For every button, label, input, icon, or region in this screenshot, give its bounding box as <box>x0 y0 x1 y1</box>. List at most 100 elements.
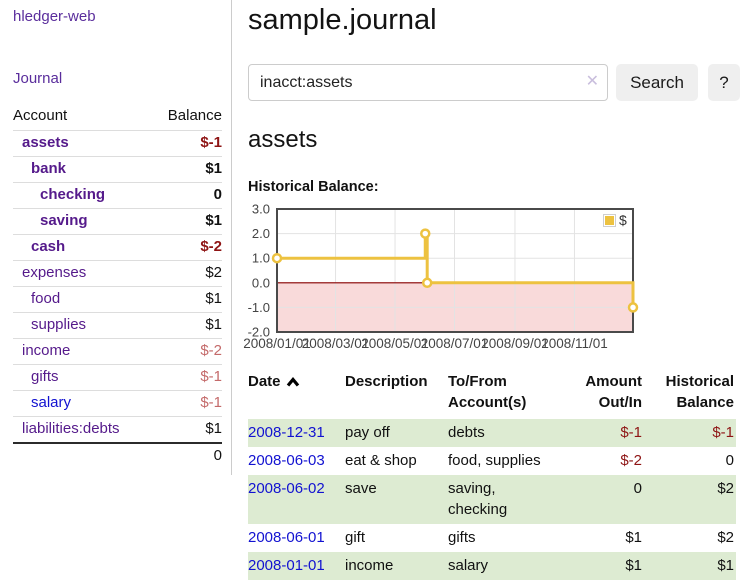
sort-ascending-icon <box>286 372 300 393</box>
search-input[interactable] <box>248 64 608 101</box>
sidebar-item-journal[interactable]: Journal <box>13 70 63 87</box>
svg-text:2008/07/01: 2008/07/01 <box>421 336 489 351</box>
account-balance: 0 <box>213 186 222 203</box>
chart-legend: $ <box>603 212 627 228</box>
sidebar-account-row: saving $1 <box>13 208 222 234</box>
sidebar: hledger-web Journal Account Balance asse… <box>0 0 232 475</box>
clear-search-icon[interactable]: ✕ <box>585 73 599 90</box>
account-balance: $-2 <box>200 238 222 255</box>
register-row: 2008-12-31 pay off debts $-1 $-1 <box>248 419 736 447</box>
main-content: sample.journal ✕ Search ? assets Histori… <box>243 0 742 580</box>
svg-text:1.0: 1.0 <box>252 251 270 266</box>
date-header-label: Date <box>248 373 281 390</box>
date-cell: 2008-06-01 <box>248 524 345 552</box>
amount-cell: $-2 <box>620 452 642 469</box>
date-column-header[interactable]: Date <box>248 369 345 419</box>
amount-column-header: Amount Out/In <box>585 373 642 411</box>
search-button[interactable]: Search <box>616 64 698 101</box>
date-cell: 2008-06-02 <box>248 475 345 524</box>
accounts-cell: salary <box>448 557 489 574</box>
svg-text:2008/01/01: 2008/01/01 <box>243 336 311 351</box>
account-total-row: 0 <box>13 442 222 469</box>
balance-cell: $-1 <box>712 424 734 441</box>
account-balance: $-1 <box>200 368 222 385</box>
register-row: 2008-06-03 eat & shop food, supplies $-2 0 <box>248 447 736 475</box>
account-rows: assets $-1 bank $1 checking 0 saving $1 cash $-2 e… <box>13 130 222 442</box>
account-balance: $1 <box>205 212 222 229</box>
account-column-header: Account <box>13 107 68 124</box>
account-balance: $1 <box>205 160 222 177</box>
balance-cell: 0 <box>725 452 734 469</box>
svg-text:2008/03/01: 2008/03/01 <box>302 336 370 351</box>
sidebar-item-income[interactable]: income <box>22 342 71 359</box>
account-balance: $-2 <box>200 342 222 359</box>
balance-cell: $2 <box>717 529 734 546</box>
sidebar-account-row: expenses $2 <box>13 260 222 286</box>
register-row: 2008-06-01 gift gifts $1 $2 <box>248 524 736 552</box>
date-cell: 2008-12-31 <box>248 419 345 447</box>
account-balance: $2 <box>205 264 222 281</box>
sidebar-item-liabilities-debts[interactable]: liabilities:debts <box>22 420 120 437</box>
sidebar-item-food[interactable]: food <box>31 290 61 307</box>
svg-text:2008/11/01: 2008/11/01 <box>541 336 608 351</box>
search-box: ✕ <box>248 64 608 101</box>
sidebar-account-row: cash $-2 <box>13 234 222 260</box>
sidebar-account-row: bank $1 <box>13 156 222 182</box>
transaction-date-link[interactable]: 2008-06-03 <box>248 452 325 469</box>
account-balance: $1 <box>205 420 222 437</box>
accounts-column-header: To/From Account(s) <box>448 373 527 411</box>
sidebar-account-row: supplies $1 <box>13 312 222 338</box>
account-balance-table: Account Balance assets $-1 bank $1 checking 0… <box>13 104 222 469</box>
account-balance: $-1 <box>200 394 222 411</box>
page-title: sample.journal <box>248 4 437 36</box>
balance-cell: $2 <box>717 480 734 497</box>
sidebar-item-checking[interactable]: checking <box>40 186 106 203</box>
sidebar-account-row: income $-2 <box>13 338 222 364</box>
svg-text:-2.0: -2.0 <box>248 325 270 340</box>
accounts-cell: gifts <box>448 529 476 546</box>
register-row: 2008-01-01 income salary $1 $1 <box>248 552 736 580</box>
sidebar-account-row: assets $-1 <box>13 130 222 156</box>
sidebar-account-row: gifts $-1 <box>13 364 222 390</box>
brand: hledger-web <box>13 8 222 26</box>
transaction-date-link[interactable]: 2008-06-02 <box>248 480 325 497</box>
sidebar-item-assets[interactable]: assets <box>22 134 69 151</box>
svg-text:0.0: 0.0 <box>252 275 270 290</box>
total-balance: 0 <box>213 447 222 464</box>
sidebar-item-cash[interactable]: cash <box>31 238 66 255</box>
description-cell: income <box>345 557 394 574</box>
register-header-row: Date Description To/From Account(s) Amou… <box>248 369 736 419</box>
accounts-cell: debts <box>448 424 485 441</box>
date-cell: 2008-01-01 <box>248 552 345 580</box>
brand-link[interactable]: hledger-web <box>13 8 96 25</box>
search-form: ✕ Search ? <box>248 64 742 101</box>
account-balance: $-1 <box>200 134 222 151</box>
chart-title: Historical Balance: <box>248 179 379 195</box>
sidebar-account-row: liabilities:debts $1 <box>13 416 222 442</box>
sidebar-item-saving[interactable]: saving <box>40 212 88 229</box>
series-swatch-icon <box>603 213 616 227</box>
accounts-cell: saving, checking <box>448 480 508 518</box>
description-column-header: Description <box>345 373 428 390</box>
help-button[interactable]: ? <box>708 64 740 101</box>
sidebar-item-gifts[interactable]: gifts <box>31 368 59 385</box>
sidebar-item-expenses[interactable]: expenses <box>22 264 87 281</box>
account-heading: assets <box>248 126 318 153</box>
svg-text:2.0: 2.0 <box>252 226 270 241</box>
sidebar-account-row: checking 0 <box>13 182 222 208</box>
balance-column-header-register: Historical Balance <box>665 373 734 411</box>
transaction-date-link[interactable]: 2008-01-01 <box>248 557 325 574</box>
transaction-date-link[interactable]: 2008-12-31 <box>248 424 325 441</box>
sidebar-item-salary[interactable]: salary <box>31 394 72 411</box>
chart-container: 3.0 2.0 1.0 0.0 -1.0 -2.0 2008/01/01 2008/03/01… <box>243 203 742 355</box>
sidebar-item-bank[interactable]: bank <box>31 160 67 177</box>
date-cell: 2008-06-03 <box>248 447 345 475</box>
sidebar-nav: Journal <box>13 70 222 88</box>
account-table-header: Account Balance <box>13 104 222 130</box>
historical-balance-chart[interactable]: 3.0 2.0 1.0 0.0 -1.0 -2.02008/01/012008/03/01… <box>234 203 714 355</box>
svg-text:2008/09/01: 2008/09/01 <box>481 336 549 351</box>
description-cell: save <box>345 480 377 497</box>
transaction-date-link[interactable]: 2008-06-01 <box>248 529 325 546</box>
sidebar-item-supplies[interactable]: supplies <box>31 316 87 333</box>
